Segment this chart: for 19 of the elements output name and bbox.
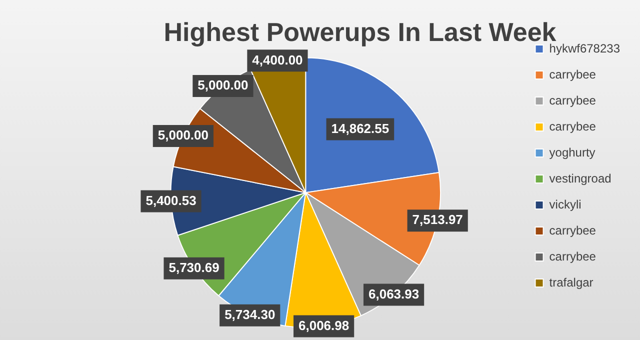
data-label: 5,000.00: [158, 128, 208, 143]
legend-label: vestingroad: [549, 171, 612, 186]
legend-label: carrybee: [549, 119, 596, 134]
legend-label: trafalgar: [549, 275, 594, 290]
data-label: 5,400.53: [146, 192, 196, 208]
legend-label: carrybee: [549, 249, 596, 264]
data-label: 5,000.00: [198, 78, 248, 93]
data-label: 6,006.98: [298, 318, 350, 333]
legend-label: vickyli: [549, 197, 582, 212]
data-label: 4,400.00: [252, 52, 303, 68]
legend-label: carrybee: [549, 93, 596, 108]
legend-label: carrybee: [549, 67, 596, 82]
data-label: 5,734.30: [224, 307, 276, 322]
data-label: 5,730.69: [168, 260, 220, 275]
data-label: 6,063.93: [368, 286, 420, 302]
legend-label: carrybee: [549, 223, 596, 238]
data-label: 14,862.55: [331, 120, 390, 136]
data-label: 7,513.97: [412, 212, 463, 228]
legend-label: yoghurty: [549, 145, 596, 160]
